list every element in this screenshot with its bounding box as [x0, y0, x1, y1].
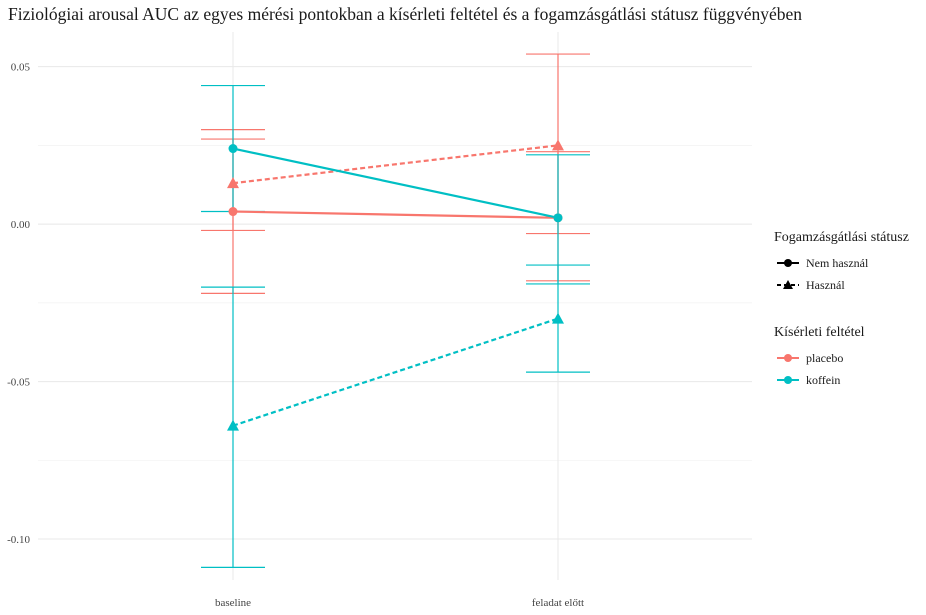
y-axis-ticks: 0.05 0.00 -0.05 -0.10 [7, 62, 30, 546]
legend-label-koffein: koffein [806, 372, 841, 387]
y-tick-label: -0.05 [7, 377, 30, 389]
legend-key-solid-circle [777, 259, 799, 267]
point-placebo-nem-haszn-l [228, 207, 238, 217]
legend-label-hasznal: Használ [806, 277, 845, 292]
point-koffein-nem-haszn-l [228, 144, 238, 154]
point-koffein-haszn-l [227, 419, 239, 431]
legend-item-placebo: placebo [774, 347, 865, 369]
legend-key-koffein [777, 376, 799, 384]
grid-lines [38, 32, 752, 580]
legend-key-placebo [777, 354, 799, 362]
legend-status-title: Fogamzásgátlási státusz [774, 230, 909, 245]
series-line-placebo-nem-haszn-l [232, 210, 559, 219]
legend-status: Fogamzásgátlási státusz Nem használ Hasz… [774, 230, 909, 296]
y-tick-label: -0.10 [7, 534, 30, 546]
series-points [227, 139, 564, 431]
x-tick-label: feladat előtt [532, 597, 584, 609]
legend-item-hasznal: Használ [774, 274, 909, 296]
y-tick-label: 0.05 [11, 62, 31, 74]
series-line-koffein-nem-haszn-l [232, 147, 559, 219]
legend-label-nem-hasznal: Nem használ [806, 255, 869, 270]
point-koffein-haszn-l [552, 312, 564, 324]
legend-condition: Kísérleti feltétel placebo koffein [774, 325, 865, 391]
point-placebo-haszn-l [227, 177, 239, 189]
y-tick-label: 0.00 [11, 219, 31, 231]
series-line-placebo-haszn-l [232, 144, 559, 185]
series-lines [232, 144, 559, 427]
legend-condition-title: Kísérleti feltétel [774, 325, 865, 340]
error-bars [201, 53, 590, 569]
chart-title: Fiziológiai arousal AUC az egyes mérési … [8, 4, 803, 24]
legend-item-nem-hasznal: Nem használ [774, 252, 909, 274]
series-line-koffein-haszn-l [232, 317, 559, 427]
legend-label-placebo: placebo [806, 350, 844, 365]
legend-key-dashed-triangle [777, 280, 799, 289]
x-tick-label: baseline [215, 597, 251, 609]
point-placebo-haszn-l [552, 139, 564, 151]
point-koffein-nem-haszn-l [553, 213, 563, 223]
x-axis-ticks: baseline feladat előtt [215, 597, 584, 609]
legend-item-koffein: koffein [774, 369, 865, 391]
